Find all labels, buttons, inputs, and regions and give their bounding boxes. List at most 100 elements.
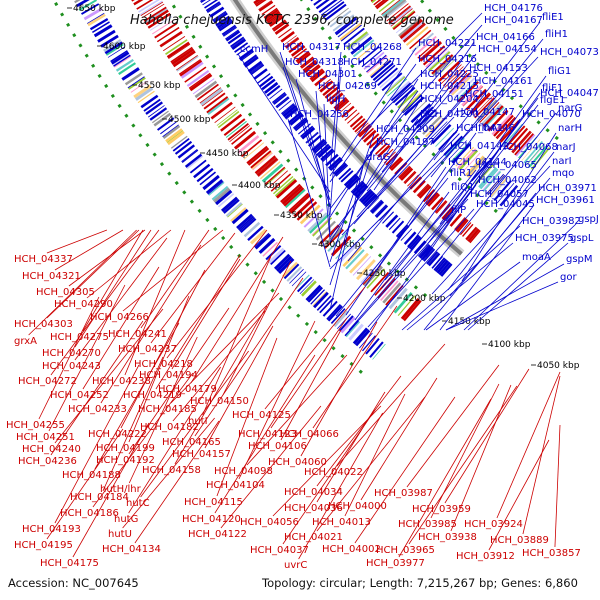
outer-reverse-feature [252,152,273,171]
forward-gene-block [212,10,227,21]
reverse-gene-label: HCH_03938 [418,532,477,543]
outer-reverse-feature [243,142,265,160]
inner-reverse-feature [388,6,412,25]
outer-reverse-feature [296,201,318,221]
outer-forward-feature [167,130,185,146]
outer-forward-feature [174,140,193,155]
outer-reverse-feature [214,106,236,123]
reverse-connector [128,366,221,514]
inner-reverse-feature [465,88,487,111]
forward-connector [287,118,331,268]
outer-forward-feature [281,261,298,278]
outer-reverse-feature [352,256,372,276]
outer-forward-feature [113,54,131,67]
outer-reverse-feature [165,39,188,55]
outer-reverse-feature [382,282,402,304]
reverse-gene-block [295,50,310,63]
forward-gene-block [266,85,281,97]
forward-gene-label: HCH_04197 [376,137,435,148]
reverse-gene-label: HCH_03977 [366,558,425,569]
forward-gene-label: HCH_04271 [343,57,402,68]
inner-reverse-feature [442,66,464,86]
outer-forward-feature [333,310,349,328]
reverse-gene-block [398,165,411,178]
reverse-gene-block [272,20,288,32]
outer-forward-feature [258,237,276,254]
forward-gene-block [338,167,352,180]
inner-forward-feature [352,39,375,58]
inner-reverse-feature [417,39,440,59]
outer-reverse-feature [261,163,284,183]
reverse-gene-block [467,228,480,243]
inner-reverse-feature [371,0,377,4]
inner-forward-feature [379,70,400,89]
inner-forward-feature [313,0,323,6]
outer-reverse-feature [273,176,294,195]
outer-reverse-feature [225,120,247,138]
inner-forward-feature [370,59,392,79]
reverse-gene-label: HCH_04240 [22,444,81,455]
forward-gene-block [374,204,387,217]
forward-gene-block [257,73,271,84]
inner-reverse-feature [419,41,442,62]
inner-forward-feature [443,135,463,156]
outer-reverse-feature [303,208,324,228]
reverse-gene-label: HCH_04237 [118,344,177,355]
forward-gene-block [427,252,439,265]
reverse-gene-block [375,142,388,155]
inner-reverse-feature [493,114,514,137]
forward-connector [329,150,449,270]
forward-connector [329,63,417,183]
outer-forward-feature [362,335,376,352]
reverse-gene-block [288,41,303,54]
tick-label: 4050 kbp [537,361,580,371]
reverse-connector [174,305,268,465]
forward-connector [373,41,475,191]
inner-forward-feature [416,109,437,129]
outer-reverse-feature [184,66,207,83]
forward-connector [437,104,539,234]
outer-reverse-feature [229,125,251,142]
reverse-gene-block [258,0,274,12]
outer-reverse-feature [388,287,408,310]
inner-forward-feature [418,111,438,131]
outer-forward-feature [276,255,293,272]
reverse-gene-block [297,52,311,65]
outer-forward-feature [162,125,181,139]
inner-reverse-feature [444,67,466,88]
reverse-gene-label: HCH_04236 [18,456,77,467]
reverse-gene-label: HCH_04222 [88,429,147,440]
inner-forward-feature [389,80,410,100]
inner-reverse-feature [422,45,446,66]
reverse-gene-label: HCH_04251 [16,432,75,443]
reverse-gene-block [280,31,295,43]
forward-connector [329,161,365,311]
reverse-connector [50,229,160,376]
reverse-connector [336,343,446,467]
reverse-gene-block [366,133,380,146]
forward-gene-label: flhA1 [478,123,504,134]
reverse-gene-label: HCH_04218 [134,359,193,370]
reverse-connector [496,371,561,519]
reverse-connector [170,292,280,404]
inner-forward-feature [332,14,355,32]
reverse-connector [282,409,376,545]
inner-reverse-feature [419,40,441,60]
outer-reverse-feature [188,72,211,89]
forward-gene-block [347,177,361,190]
accession-text: Accession: NC_007645 [8,576,139,590]
reverse-connector [140,350,249,498]
reverse-gene-block [261,4,276,16]
forward-gene-block [372,202,385,214]
outer-forward-feature [247,225,264,241]
forward-connector [439,204,535,331]
inner-reverse-feature [382,0,407,19]
forward-connector [467,242,569,331]
inner-reverse-feature [403,23,426,43]
reverse-gene-block [443,207,455,221]
reverse-gene-block [268,15,283,26]
outer-reverse-feature [176,55,199,72]
outer-forward-feature [186,155,204,170]
outer-reverse-feature [311,216,331,236]
